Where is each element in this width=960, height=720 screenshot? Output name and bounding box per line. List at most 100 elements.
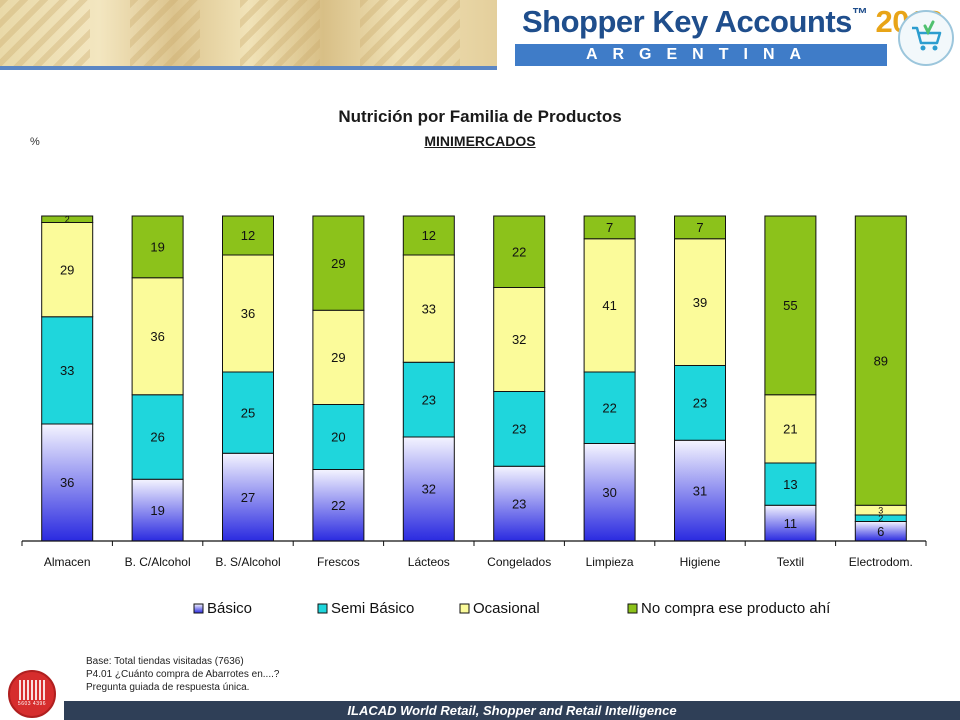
legend-label: Ocasional [473, 600, 540, 617]
bar-segment [312, 469, 365, 542]
bar-segment [402, 254, 455, 363]
x-tick-label: Electrodom. [849, 555, 913, 569]
bar-segment [674, 238, 726, 366]
legend-swatch [459, 603, 470, 614]
footer-bar: ILACAD World Retail, Shopper and Retail … [64, 701, 960, 720]
bar-segment [493, 287, 546, 392]
legend-swatch [317, 603, 328, 614]
bar-segment [41, 222, 94, 318]
x-tick-label: Frescos [317, 555, 360, 569]
x-tick-label: Congelados [487, 555, 551, 569]
data-label: 36 [60, 475, 74, 490]
data-label: 33 [60, 363, 74, 378]
header-photo-banner [0, 0, 497, 66]
legend-swatch [627, 603, 638, 614]
data-label: 22 [331, 498, 345, 513]
legend-label: Básico [207, 600, 252, 617]
data-label: 32 [512, 332, 526, 347]
bar-segment [764, 394, 817, 464]
data-label: 2 [65, 214, 70, 224]
bar-segment [41, 423, 94, 542]
data-label: 27 [241, 490, 255, 505]
footer-note-question: P4.01 ¿Cuánto compra de Abarrotes en....… [86, 669, 280, 680]
data-label: 23 [422, 392, 436, 407]
data-label: 33 [422, 301, 436, 316]
brand-name: Shopper Key Accounts [522, 4, 852, 39]
x-tick-label: Textil [777, 555, 804, 569]
data-label: 3 [878, 505, 883, 515]
bar-segment [41, 316, 94, 425]
data-label: 22 [602, 400, 616, 415]
legend-label: Semi Básico [331, 600, 414, 617]
bar-segment [402, 361, 455, 438]
bar-segment [764, 462, 817, 506]
data-label: 23 [693, 396, 707, 411]
bar-segment [583, 371, 636, 444]
data-label: 29 [331, 350, 345, 365]
legend-swatch [193, 603, 204, 614]
bar-segment [131, 277, 184, 396]
data-label: 7 [696, 220, 703, 235]
data-label: 20 [331, 430, 345, 445]
data-label: 29 [60, 262, 74, 277]
bar-segment [131, 478, 184, 542]
bar-segment [493, 465, 546, 542]
y-axis-label: % [30, 136, 40, 148]
ilacad-logo: 5603 4396 [8, 670, 56, 718]
logo-text: 5603 4396 [17, 701, 47, 707]
bar-segment [583, 215, 636, 240]
data-label: 13 [783, 477, 797, 492]
bar-segment [222, 371, 274, 454]
x-tick-label: B. S/Alcohol [215, 555, 280, 569]
bar-segment [764, 215, 817, 396]
data-label: 12 [241, 228, 255, 243]
data-label: 19 [150, 503, 164, 518]
chart-title: Nutrición por Familia de Productos [338, 107, 622, 126]
data-label: 19 [150, 240, 164, 255]
data-label: 89 [874, 353, 888, 368]
data-label: 25 [241, 405, 255, 420]
data-label: 36 [241, 306, 255, 321]
bar-segment [312, 309, 365, 405]
data-label: 29 [331, 256, 345, 271]
bar-segment [402, 436, 455, 542]
x-tick-label: Almacen [44, 555, 91, 569]
bar-segment [131, 394, 184, 480]
data-label: 26 [150, 430, 164, 445]
data-label: 12 [422, 228, 436, 243]
bar-segment [312, 404, 365, 470]
data-label: 6 [877, 524, 884, 539]
bar-segment [222, 452, 274, 542]
bar-segment [674, 215, 726, 240]
x-tick-label: Higiene [680, 555, 721, 569]
bar-segment [312, 215, 365, 311]
bar-segment [41, 215, 94, 223]
header-divider [0, 66, 497, 70]
bar-segment [222, 215, 274, 256]
brand-trademark: ™ [851, 6, 868, 23]
data-label: 36 [150, 329, 164, 344]
data-label: 30 [602, 485, 616, 500]
legend-label: No compra ese producto ahí [641, 600, 831, 617]
bar-segment [131, 215, 184, 279]
x-tick-label: Lácteos [408, 555, 450, 569]
footer-note-base: Base: Total tiendas visitadas (7636) [86, 656, 244, 667]
bar-segment [674, 365, 726, 441]
bar-segment [493, 215, 546, 288]
country-banner: ARGENTINA [515, 44, 887, 66]
data-label: 21 [783, 422, 797, 437]
data-label: 11 [784, 516, 798, 531]
shopping-cart-icon [898, 10, 954, 66]
bar-segment [493, 391, 546, 467]
data-label: 31 [693, 483, 707, 498]
chart-subtitle: MINIMERCADOS [424, 133, 536, 149]
bar-segment [583, 238, 636, 373]
data-label: 32 [422, 482, 436, 497]
bar-segment [854, 215, 907, 506]
footer-note-type: Pregunta guiada de respuesta única. [86, 682, 250, 693]
footer-notes: Base: Total tiendas visitadas (7636) P4.… [86, 655, 279, 694]
bar-segment [402, 215, 455, 256]
data-label: 41 [602, 298, 616, 313]
data-label: 7 [606, 220, 613, 235]
